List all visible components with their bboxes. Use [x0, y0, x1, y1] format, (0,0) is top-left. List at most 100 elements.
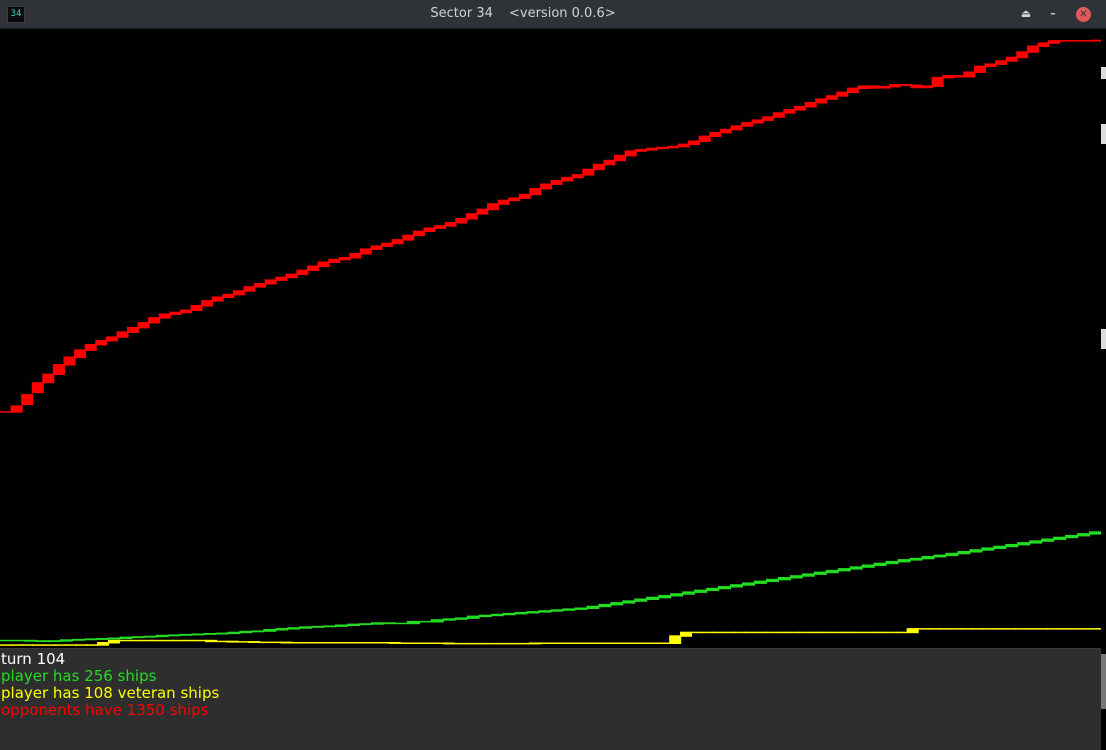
- player-point: [933, 554, 947, 558]
- veteran-point: [949, 628, 962, 630]
- veteran-point: [582, 642, 595, 644]
- player-point: [83, 638, 97, 641]
- veteran-point: [97, 642, 110, 646]
- player-point: [993, 545, 1007, 549]
- veteran-point: [280, 641, 293, 644]
- app-version: <version 0.0.6>: [509, 6, 616, 21]
- opponents-point: [783, 109, 796, 114]
- opponents-point: [656, 146, 669, 150]
- opponents-point: [1069, 40, 1082, 42]
- player-point: [406, 620, 420, 625]
- player-point: [825, 569, 839, 574]
- veteran-point: [712, 631, 725, 634]
- veteran-point: [313, 642, 325, 644]
- opponents-point: [31, 382, 44, 394]
- veteran-point: [993, 628, 1006, 630]
- player-point: [801, 573, 815, 577]
- opponents-point: [127, 326, 139, 333]
- opponents-point: [296, 269, 309, 276]
- player-point: [718, 586, 731, 590]
- opponents-point: [455, 218, 468, 224]
- player-point: [873, 562, 887, 566]
- veteran-point: [43, 644, 56, 646]
- player-point: [777, 577, 791, 581]
- player-point: [610, 602, 624, 606]
- player-point: [167, 634, 181, 637]
- veteran-point: [259, 641, 272, 644]
- veteran-point: [496, 642, 509, 645]
- player-ships-label: player has 256 ships: [1, 667, 157, 685]
- opponents-point: [476, 208, 489, 215]
- veteran-point: [518, 642, 531, 645]
- opponents-point: [719, 128, 732, 134]
- veteran-point: [906, 628, 919, 634]
- window-titlebar: 34 Sector 34 <version 0.0.6> ⏏ – ✕: [0, 0, 1106, 29]
- opponents-point: [434, 225, 446, 229]
- player-point: [311, 625, 325, 628]
- player-point: [239, 630, 253, 634]
- opponents-point: [942, 75, 955, 79]
- player-point: [694, 589, 708, 593]
- ship-count-chart: [0, 29, 1106, 647]
- veteran-point: [636, 642, 649, 644]
- player-point: [227, 631, 241, 635]
- player-point: [23, 639, 37, 642]
- opponents-point: [169, 311, 182, 315]
- opponents-point: [349, 253, 362, 259]
- opponents-point: [804, 102, 817, 108]
- edge-artifact: [1101, 67, 1106, 79]
- opponents-point: [487, 203, 499, 211]
- opponents-point: [465, 213, 478, 220]
- veteran-point: [75, 644, 88, 646]
- opponents-point: [878, 85, 891, 89]
- opponents-point: [603, 159, 616, 166]
- opponents-point: [592, 163, 605, 171]
- veteran-point: [269, 641, 282, 644]
- opponents-point: [730, 125, 743, 131]
- close-icon[interactable]: ✕: [1076, 7, 1091, 22]
- player-point: [383, 622, 396, 625]
- opponents-point: [815, 98, 828, 104]
- eject-icon[interactable]: ⏏: [1020, 7, 1032, 20]
- player-point: [622, 600, 636, 604]
- opponents-point: [180, 309, 192, 314]
- veteran-point: [895, 631, 908, 634]
- opponents-point: [412, 230, 425, 237]
- veteran-point: [226, 640, 239, 643]
- player-point: [203, 633, 217, 635]
- player-point: [466, 615, 480, 619]
- opponents-point: [741, 122, 754, 127]
- opponents-point: [635, 149, 648, 152]
- player-point: [275, 628, 289, 631]
- veteran-ships-label: player has 108 veteran ships: [1, 684, 220, 702]
- veteran-point: [690, 631, 703, 634]
- veteran-point: [723, 631, 736, 634]
- player-point: [957, 551, 971, 555]
- opponents-point: [984, 63, 997, 68]
- opponents-point: [328, 258, 341, 263]
- veteran-point: [431, 642, 444, 644]
- opponents-point: [381, 242, 394, 247]
- opponents-point: [974, 65, 986, 73]
- player-point: [215, 632, 229, 635]
- minimize-icon[interactable]: –: [1050, 7, 1056, 20]
- player-point: [454, 617, 468, 620]
- player-point: [71, 638, 85, 641]
- veteran-point: [356, 642, 369, 644]
- opponents-point: [921, 85, 933, 89]
- veteran-point: [194, 639, 207, 642]
- veteran-point: [485, 642, 498, 645]
- player-point: [287, 627, 301, 630]
- player-point: [179, 633, 193, 636]
- opponents-point: [709, 132, 722, 138]
- opponents-point: [698, 135, 711, 142]
- opponents-point: [762, 116, 775, 121]
- player-point: [789, 575, 803, 579]
- opponents-point: [645, 147, 658, 151]
- veteran-point: [852, 631, 865, 634]
- opponents-point: [190, 305, 203, 311]
- player-point: [945, 552, 959, 557]
- veteran-point: [32, 644, 45, 646]
- player-point: [514, 612, 528, 615]
- veteran-point: [1079, 628, 1092, 630]
